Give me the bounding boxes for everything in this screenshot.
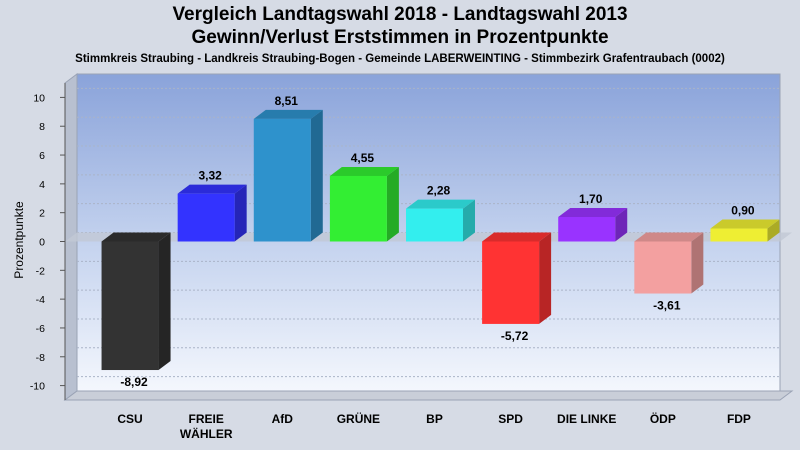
chart-caption: Stimmkreis Straubing - Landkreis Straubi… (75, 53, 725, 65)
bar-top (558, 208, 628, 218)
x-tick-label: AfD (272, 412, 294, 426)
value-label: -5,72 (501, 329, 529, 343)
bar-side (386, 166, 399, 242)
bar-side (310, 109, 323, 242)
chart-subtitle: Gewinn/Verlust Erststimmen in Prozentpun… (191, 27, 609, 48)
x-tick-label: FREIE (188, 412, 223, 426)
bar-front (101, 241, 159, 371)
value-label: 0,90 (731, 204, 755, 218)
value-label: -3,61 (653, 299, 681, 313)
value-label: 1,70 (579, 192, 603, 206)
bar-side (767, 219, 780, 242)
bar-front (558, 217, 616, 242)
y-tick-label: -2 (36, 265, 45, 277)
bar-front (177, 193, 235, 242)
y-tick-label: 6 (39, 150, 45, 162)
bar-freie-wähler[interactable] (177, 184, 247, 242)
y-tick-label: -8 (36, 352, 45, 364)
bar-front (253, 118, 311, 242)
bar-top (253, 109, 323, 119)
bar-side (539, 232, 552, 324)
value-label: 8,51 (275, 94, 299, 108)
bar-top (329, 166, 399, 176)
x-tick-label: GRÜNE (337, 411, 380, 426)
x-tick-label: FDP (727, 412, 751, 426)
bar-front (329, 175, 387, 242)
bar-grüne[interactable] (329, 166, 399, 242)
value-label: 2,28 (427, 184, 451, 198)
bar-fdp[interactable] (710, 219, 780, 242)
y-tick-label: 10 (33, 92, 45, 104)
y-tick-label: -6 (36, 323, 45, 335)
bar-top (710, 219, 780, 229)
bar-ödp[interactable] (634, 232, 704, 294)
y-tick-label: 2 (39, 208, 45, 220)
bar-side (234, 184, 247, 242)
x-tick-label: WÄHLER (180, 426, 233, 441)
bar-top (101, 232, 171, 242)
bar-side (463, 199, 475, 242)
bar-front (482, 241, 540, 324)
plot-floor (63, 390, 794, 401)
x-tick-label: DIE LINKE (557, 412, 616, 426)
bar-side (158, 232, 171, 371)
bar-front (634, 241, 692, 294)
y-tick-label: -4 (36, 294, 45, 306)
bar-afd[interactable] (253, 109, 323, 242)
bar-front (710, 228, 768, 242)
x-tick-label: BP (426, 412, 443, 426)
bar-front (406, 208, 463, 242)
x-tick-label: ÖDP (650, 411, 676, 426)
bar-top (177, 184, 247, 194)
y-tick-label: 8 (39, 121, 45, 133)
x-tick-label: SPD (498, 412, 523, 426)
y-axis-label: Prozentpunkte (12, 201, 26, 279)
bar-spd[interactable] (482, 232, 552, 324)
value-label: -8,92 (120, 375, 148, 389)
y-tick-label: 0 (39, 237, 45, 249)
x-tick-label: CSU (117, 412, 142, 426)
bar-side (615, 208, 628, 242)
y-tick-label: -10 (30, 381, 45, 393)
bar-side (691, 232, 704, 294)
value-label: 3,32 (198, 169, 222, 183)
bar-top (482, 232, 552, 242)
bar-top (634, 232, 704, 242)
value-label: 4,55 (351, 151, 375, 165)
bar-die-linke[interactable] (558, 208, 628, 242)
y-tick-label: 4 (39, 179, 45, 191)
bar-bp[interactable] (406, 199, 475, 242)
bar-top (406, 199, 475, 209)
chart-title: Vergleich Landtagswahl 2018 - Landtagswa… (172, 4, 628, 25)
bar-csu[interactable] (101, 232, 171, 371)
